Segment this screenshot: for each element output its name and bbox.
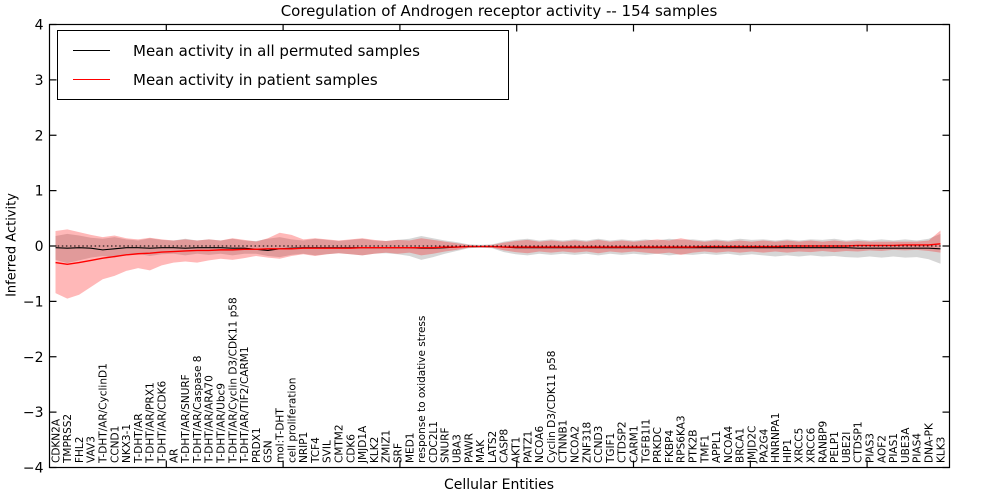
y-tick-label: −3 [23, 405, 44, 421]
x-tick-label: FHL2 [74, 437, 86, 463]
y-tick-label: 3 [35, 73, 44, 89]
y-tick-label: 2 [35, 128, 44, 144]
chart-title: Coregulation of Androgen receptor activi… [280, 2, 718, 20]
x-tick-label: GSN [263, 440, 275, 463]
x-tick-label: PIAS3 [865, 433, 877, 463]
x-tick-label: T-DHT/AR [133, 413, 145, 464]
x-tick-label: mol:T-DHT [275, 408, 287, 463]
x-tick-label: NRIP1 [298, 432, 310, 463]
x-tick-label: T-DHT/AR/SNURF [180, 374, 192, 464]
x-tick-label: APPL1 [711, 431, 723, 463]
x-tick-label: TMPRSS2 [62, 414, 74, 464]
x-tick-label: CARM1 [629, 425, 641, 463]
x-tick-label: XRCC5 [794, 428, 806, 463]
x-tick-label: T-DHT/AR/Caspase 8 [192, 356, 204, 464]
x-tick-label: CTNNB1 [558, 420, 570, 463]
x-tick-label: HNRNPA1 [770, 413, 782, 463]
x-tick-label: UBE3A [900, 427, 912, 463]
x-tick-label: SRF [393, 443, 405, 463]
x-tick-label: CTDSP1 [853, 421, 865, 463]
x-tick-label: NCOA4 [723, 426, 735, 463]
x-tick-label: T-DHT/AR/CDK6 [157, 381, 169, 464]
x-tick-label: VAV3 [86, 436, 98, 463]
x-tick-label: CCND1 [109, 426, 121, 463]
x-tick-label: DNA-PK [924, 422, 936, 463]
x-tick-label: HIP1 [782, 439, 794, 463]
x-tick-label: XRCC6 [806, 427, 818, 463]
x-tick-label: T-DHT/AR/ARA70 [204, 375, 216, 464]
x-tick-label: NCOA6 [534, 426, 546, 463]
x-tick-label: KLK3 [935, 437, 947, 463]
x-tick-label: SVIL [322, 440, 334, 463]
x-tick-label: ZNF318 [581, 422, 593, 463]
x-tick-label: cell proliferation [286, 378, 298, 463]
x-tick-label: ZMIZ1 [381, 430, 393, 463]
x-tick-label: JMJD2C [747, 426, 759, 464]
x-tick-label: KLK2 [369, 437, 381, 463]
x-tick-label: AKT1 [511, 437, 523, 463]
x-tick-label: MED1 [404, 433, 416, 463]
y-tick-label: −1 [23, 294, 44, 310]
x-tick-label: RANBP9 [817, 421, 829, 463]
x-tick-label: PTK2B [688, 429, 700, 463]
legend-item-patient: Mean activity in patient samples [58, 65, 508, 94]
y-tick-label: 0 [35, 239, 44, 255]
x-tick-label: RPS6KA3 [676, 415, 688, 463]
legend: Mean activity in all permuted samples Me… [57, 30, 509, 100]
y-tick-label: 1 [35, 184, 44, 200]
x-tick-label: PAWR [463, 433, 475, 463]
x-tick-label: PRDX1 [251, 427, 263, 463]
x-tick-label: CCND3 [593, 426, 605, 463]
x-tick-label: T-DHT/AR/PRX1 [145, 382, 157, 464]
y-tick-label: −4 [23, 461, 44, 477]
legend-label-permuted: Mean activity in all permuted samples [133, 41, 420, 60]
x-tick-label: T-DHT/AR/TIF2/CARM1 [239, 346, 251, 464]
x-tick-label: UBA3 [452, 434, 464, 463]
x-tick-label: CASP8 [499, 429, 511, 463]
x-tick-label: FKBP4 [664, 430, 676, 463]
x-tick-label: T-DHT/AR/Cyclin D3/CDK11 p58 [227, 297, 239, 464]
y-tick-label: 4 [35, 18, 44, 34]
x-tick-label: TMF1 [699, 435, 711, 464]
x-tick-label: CTDSP2 [617, 421, 629, 463]
legend-line-swatch-black [73, 50, 110, 51]
x-tick-label: PA2G4 [758, 428, 770, 463]
x-tick-label: NCOA2 [570, 426, 582, 463]
x-tick-label: SNURF [440, 427, 452, 463]
x-tick-label: PATZ1 [522, 431, 534, 463]
legend-label-patient: Mean activity in patient samples [133, 70, 378, 89]
x-tick-label: MAK [475, 439, 487, 463]
x-tick-label: CDKN2A [50, 418, 62, 463]
x-tick-label: CMTM2 [334, 424, 346, 463]
x-tick-label: LATS2 [487, 431, 499, 463]
x-tick-label: CDC2L1 [428, 421, 440, 463]
x-tick-label: PIAS4 [912, 433, 924, 463]
x-tick-label: AR [168, 449, 180, 463]
x-tick-label: PRKDC [652, 427, 664, 463]
x-tick-label: UBE2I [841, 432, 853, 463]
x-axis-label: Cellular Entities [443, 477, 555, 493]
x-tick-label: response to oxidative stress [416, 316, 428, 463]
x-tick-label: TGIF1 [605, 433, 617, 464]
x-tick-label: TGFB1I1 [640, 419, 652, 464]
x-tick-label: AOF2 [876, 435, 888, 463]
legend-item-permuted: Mean activity in all permuted samples [58, 36, 508, 65]
x-tick-label: CDK6 [345, 434, 357, 463]
x-tick-label: PIAS1 [888, 433, 900, 463]
x-tick-label: T-DHT/AR/Ubc9 [216, 383, 228, 464]
x-tick-label: NKX3-1 [121, 424, 133, 463]
y-tick-label: −2 [23, 350, 44, 366]
x-tick-label: JMJD1A [357, 425, 369, 464]
legend-line-swatch-red [73, 79, 110, 80]
permuted-samples-band [55, 233, 941, 264]
x-tick-label: T-DHT/AR/CyclinD1 [98, 363, 110, 464]
x-tick-label: PELP1 [829, 431, 841, 463]
x-tick-label: BRCA1 [735, 428, 747, 463]
x-tick-label: Cyclin D3/CDK11 p58 [546, 351, 558, 463]
x-tick-label: TCF4 [310, 437, 322, 464]
